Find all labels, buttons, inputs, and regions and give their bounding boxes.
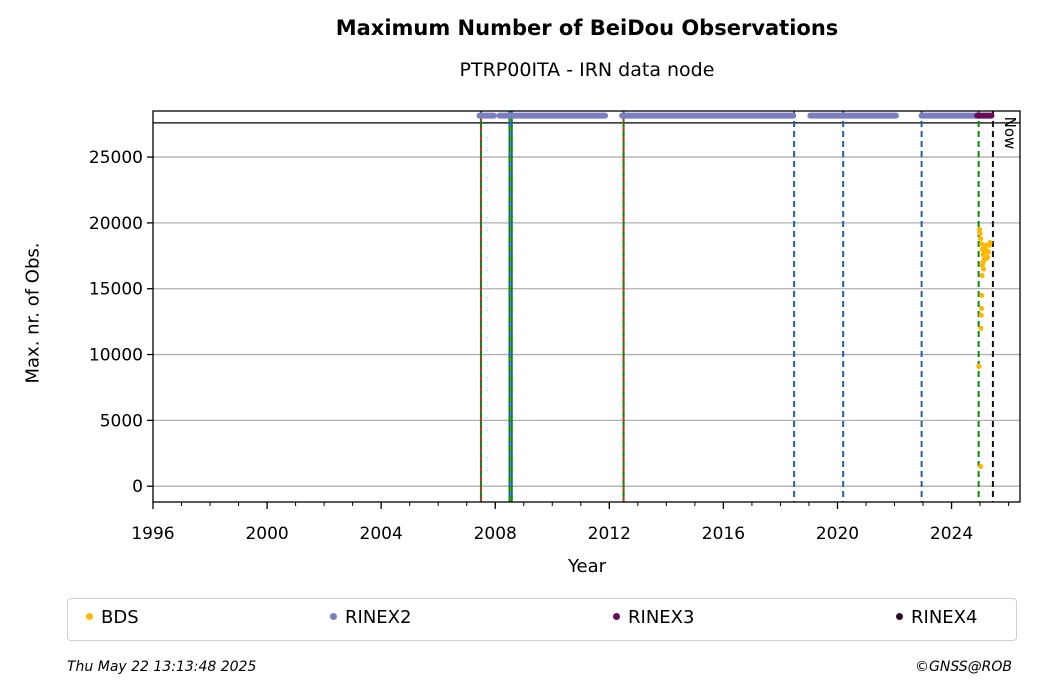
series-bds-point <box>980 259 986 265</box>
series-bds-point <box>985 249 991 255</box>
series-bds-point <box>978 305 985 312</box>
x-tick-label: 2020 <box>816 524 859 544</box>
series-bds-point <box>978 241 985 247</box>
y-axis-label: Max. nr. of Obs. <box>22 242 44 384</box>
series-bds-point <box>982 245 988 251</box>
legend-item-rinex3: RINEX3 <box>613 607 694 628</box>
series-bds-point <box>978 463 984 470</box>
legend-marker-rinex3 <box>613 612 620 620</box>
plot-frame <box>152 110 1021 503</box>
series-bds-point <box>980 266 987 272</box>
x-tick-label: 2004 <box>360 524 403 544</box>
series-bds-point <box>976 363 982 370</box>
legend-item-rinex4: RINEX4 <box>896 607 977 628</box>
footer-credit: ©GNSS@ROB <box>915 659 1012 675</box>
chart-subtitle: PTRP00ITA - IRN data node <box>459 59 715 81</box>
legend-marker-bds <box>86 612 93 620</box>
series-bds-point <box>978 312 984 318</box>
legend-item-rinex2: RINEX2 <box>330 607 411 628</box>
legend-label-rinex2: RINEX2 <box>345 607 412 628</box>
y-tick-label: 25000 <box>89 148 143 168</box>
series-bds-point <box>977 230 983 237</box>
chart-title: Maximum Number of BeiDou Observations <box>335 16 839 40</box>
y-tick-label: 10000 <box>89 346 143 366</box>
x-tick-label: 2016 <box>702 524 745 544</box>
x-tick-label: 2012 <box>588 524 631 544</box>
series-bds-point <box>987 240 993 246</box>
series-bds-point <box>983 255 989 262</box>
footer-timestamp: Thu May 22 13:13:48 2025 <box>67 659 257 675</box>
x-tick-label: 2024 <box>930 524 973 544</box>
x-tick-label: 1996 <box>131 524 174 544</box>
legend-marker-rinex2 <box>330 612 337 620</box>
legend-item-bds: BDS <box>86 607 139 628</box>
series-bds-point <box>979 272 985 279</box>
y-tick-label: 0 <box>132 477 143 497</box>
legend-marker-rinex4 <box>896 612 903 620</box>
legend-label-rinex4: RINEX4 <box>911 607 978 628</box>
legend-label-rinex3: RINEX3 <box>628 607 695 628</box>
x-axis-label: Year <box>567 556 607 577</box>
now-label: Now <box>1001 117 1019 150</box>
series-bds-point <box>976 226 983 233</box>
x-tick-label: 2008 <box>474 524 517 544</box>
series-bds-point <box>979 292 985 298</box>
legend: BDS RINEX2 RINEX3 RINEX4 <box>67 598 1017 641</box>
y-tick-label: 15000 <box>89 280 143 300</box>
legend-label-bds: BDS <box>101 607 139 628</box>
series-bds-point <box>978 325 984 331</box>
y-tick-label: 5000 <box>100 411 143 431</box>
x-tick-label: 2000 <box>245 524 288 544</box>
series-bds-point <box>978 236 984 242</box>
y-tick-label: 20000 <box>89 214 143 234</box>
